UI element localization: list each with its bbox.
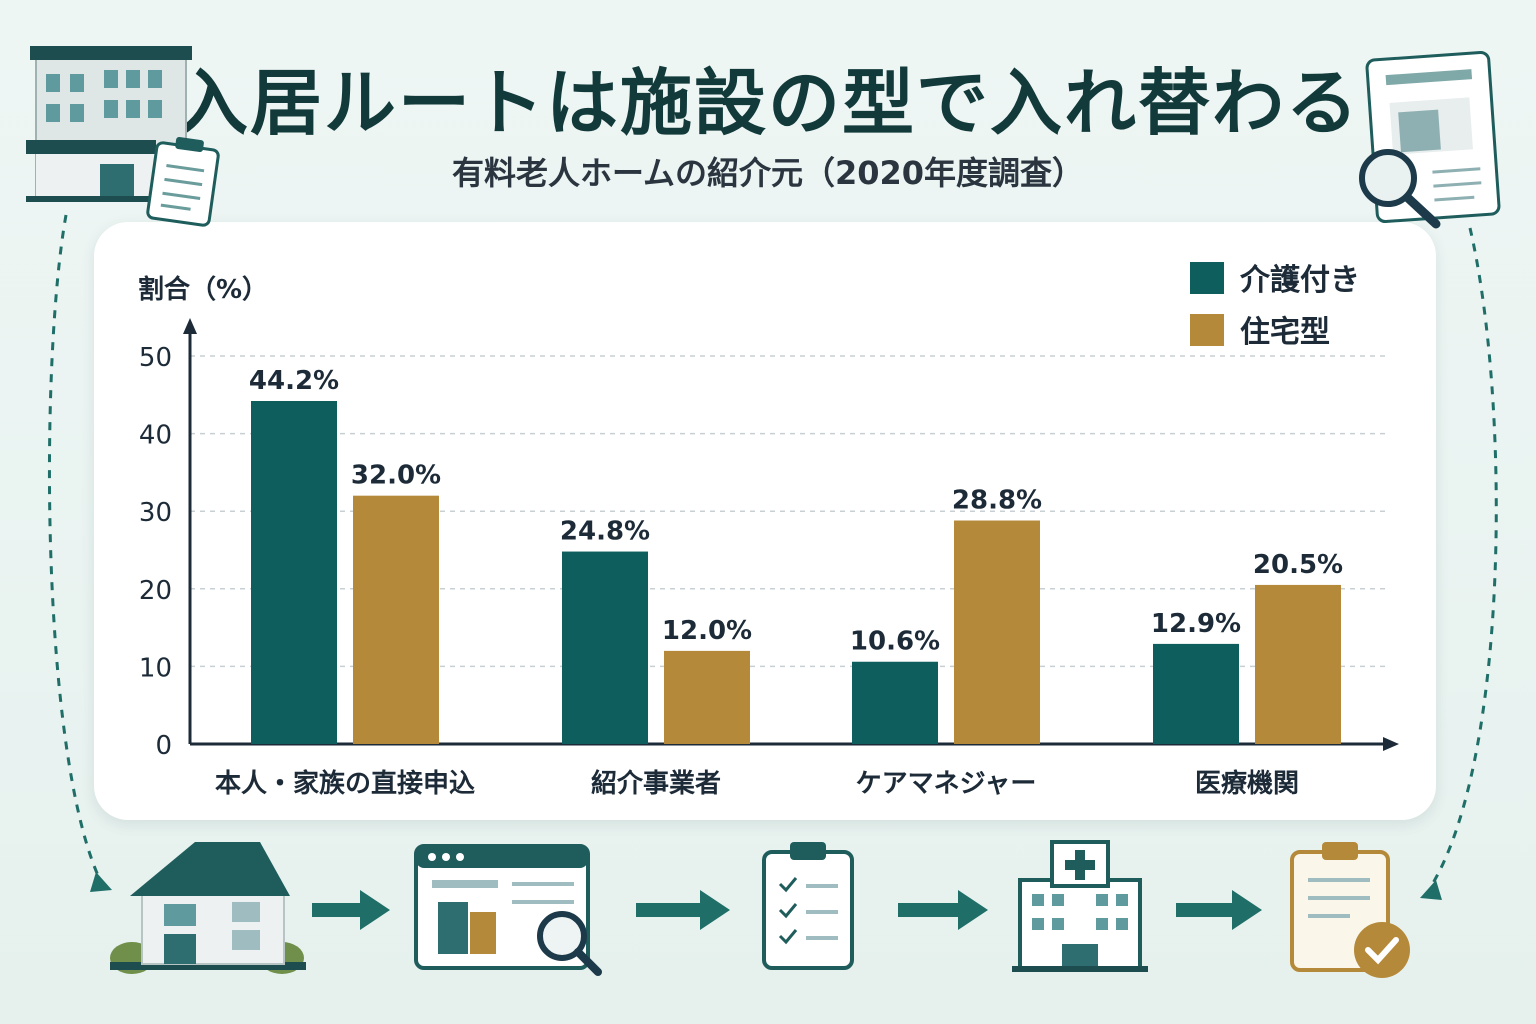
x-tick-label: ケアマネジャー	[856, 769, 1037, 799]
data-label: 12.9%	[1151, 609, 1241, 639]
x-tick-label: 医療機関	[1195, 769, 1299, 799]
y-tick-label: 20	[139, 576, 172, 606]
bar	[1153, 643, 1239, 744]
legend-swatch	[1190, 314, 1224, 346]
house-icon	[110, 842, 306, 974]
bar	[852, 661, 938, 744]
document-search-icon	[1359, 50, 1501, 229]
x-tick-label: 本人・家族の直接申込	[215, 768, 475, 799]
clipboard-icon	[146, 137, 220, 227]
web-search-icon	[414, 844, 602, 976]
y-axis-arrow	[183, 318, 197, 334]
bar	[664, 650, 750, 744]
page-subtitle: 有料老人ホームの紹介元（2020年度調査）	[451, 154, 1085, 192]
bar	[562, 551, 648, 744]
legend-label: 介護付き	[1239, 263, 1360, 298]
data-label: 24.8%	[560, 517, 650, 547]
approved-document-icon	[1290, 842, 1410, 978]
office-building-icon	[26, 46, 206, 202]
bar	[954, 520, 1040, 744]
data-label: 44.2%	[249, 366, 339, 396]
y-tick-label: 50	[139, 343, 172, 373]
y-tick-label: 0	[155, 731, 172, 761]
y-tick-label: 40	[139, 421, 172, 451]
data-label: 28.8%	[952, 486, 1042, 516]
bar	[1255, 584, 1341, 744]
bar	[251, 401, 337, 744]
hospital-icon	[1012, 840, 1148, 972]
y-axis-label: 割合（%）	[138, 274, 268, 305]
bar	[353, 495, 439, 744]
x-tick-label: 紹介事業者	[591, 768, 721, 799]
dashed-arrow-icon	[47, 214, 1498, 889]
page-title: 入居ルートは施設の型で入れ替わる	[175, 61, 1360, 145]
y-tick-label: 30	[139, 498, 172, 528]
arrow-right-icon	[312, 890, 1262, 930]
x-axis-arrow	[1383, 737, 1399, 751]
legend-label: 住宅型	[1240, 315, 1330, 350]
legend-swatch	[1190, 262, 1224, 294]
data-label: 32.0%	[351, 461, 441, 491]
data-label: 12.0%	[662, 616, 752, 646]
y-tick-label: 10	[139, 653, 172, 683]
data-label: 10.6%	[850, 627, 940, 657]
checklist-icon	[762, 842, 854, 970]
data-label: 20.5%	[1253, 550, 1343, 580]
